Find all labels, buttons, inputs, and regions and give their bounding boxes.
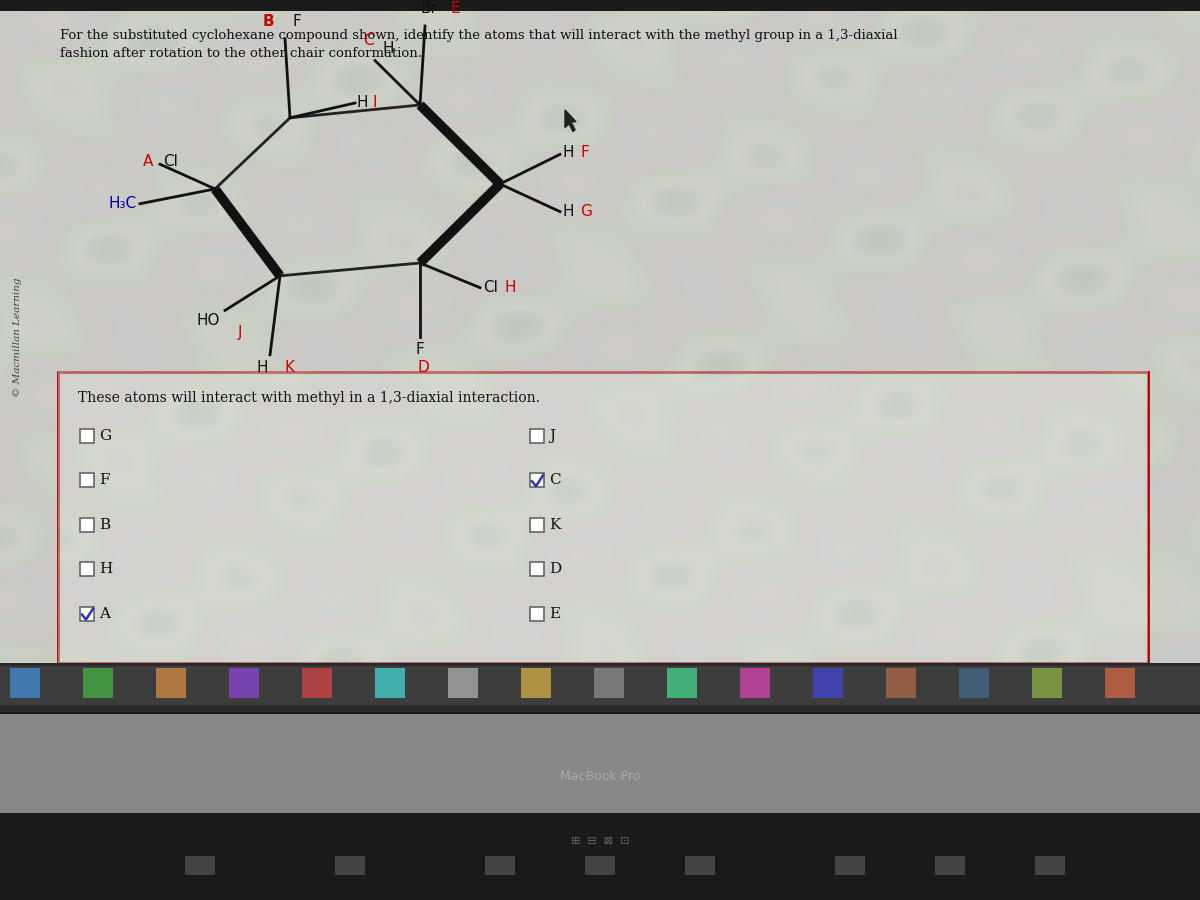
Text: These atoms will interact with methyl in a 1,3-diaxial interaction.: These atoms will interact with methyl in… <box>78 392 540 405</box>
Text: F: F <box>580 145 589 160</box>
Text: © Macmillan Learning: © Macmillan Learning <box>13 277 23 397</box>
Bar <box>586 856 616 876</box>
Text: F: F <box>292 14 301 29</box>
Bar <box>0 11 1200 663</box>
Polygon shape <box>0 11 1200 663</box>
Text: B: B <box>262 14 274 29</box>
Bar <box>594 668 624 698</box>
Text: H: H <box>505 280 516 295</box>
Text: J: J <box>238 325 242 340</box>
Bar <box>740 668 770 698</box>
Bar <box>156 668 186 698</box>
FancyBboxPatch shape <box>58 372 1148 663</box>
Text: A: A <box>98 607 110 621</box>
Bar <box>685 856 715 876</box>
Text: H: H <box>563 145 575 160</box>
Text: H: H <box>257 360 268 374</box>
Text: H: H <box>382 40 394 56</box>
Text: H: H <box>358 95 368 111</box>
Text: K: K <box>550 518 560 532</box>
Bar <box>814 668 842 698</box>
Bar <box>1105 668 1135 698</box>
Text: H: H <box>98 562 113 576</box>
Bar <box>959 668 989 698</box>
Bar <box>530 562 544 576</box>
Bar <box>0 715 1200 813</box>
Text: Cl: Cl <box>482 280 498 295</box>
Bar <box>335 856 365 876</box>
Text: C: C <box>362 32 373 48</box>
Text: fashion after rotation to the other chair conformation.: fashion after rotation to the other chai… <box>60 47 422 59</box>
Bar <box>0 663 1200 713</box>
Text: I: I <box>373 95 378 111</box>
Polygon shape <box>565 110 576 131</box>
Bar <box>80 518 94 532</box>
Bar <box>530 473 544 487</box>
Bar <box>485 856 515 876</box>
Text: MacBook Pro: MacBook Pro <box>560 770 640 783</box>
Bar <box>80 473 94 487</box>
Text: G: G <box>580 204 592 219</box>
Text: A: A <box>143 154 154 169</box>
Text: B: B <box>98 518 110 532</box>
Text: D: D <box>418 360 428 374</box>
Text: J: J <box>550 428 556 443</box>
Text: G: G <box>98 428 112 443</box>
Text: Cl: Cl <box>163 154 178 169</box>
Bar <box>185 856 215 876</box>
Bar <box>0 713 1200 900</box>
Bar <box>886 668 916 698</box>
Text: C: C <box>550 473 560 487</box>
Bar <box>374 668 406 698</box>
Text: For the substituted cyclohexane compound shown, identify the atoms that will int: For the substituted cyclohexane compound… <box>60 29 898 42</box>
Bar <box>229 668 259 698</box>
Bar <box>1032 668 1062 698</box>
Text: F: F <box>98 473 109 487</box>
Text: F: F <box>415 342 425 357</box>
Text: H₃C: H₃C <box>109 196 137 211</box>
Text: K: K <box>286 360 295 374</box>
Text: E: E <box>550 607 560 621</box>
Bar <box>80 429 94 443</box>
Text: ⊞  ⊟  ⊠  ⊡: ⊞ ⊟ ⊠ ⊡ <box>571 836 629 846</box>
Bar <box>835 856 865 876</box>
Bar <box>83 668 113 698</box>
Bar <box>80 562 94 576</box>
Bar <box>0 666 1200 706</box>
Bar <box>448 668 478 698</box>
Text: HO: HO <box>197 313 220 328</box>
Text: Br: Br <box>420 1 437 16</box>
Bar <box>1034 856 1066 876</box>
Text: D: D <box>550 562 562 576</box>
Bar <box>667 668 697 698</box>
Bar <box>530 518 544 532</box>
Bar <box>521 668 551 698</box>
Text: H: H <box>563 204 575 219</box>
Bar <box>530 607 544 620</box>
Bar <box>530 429 544 443</box>
Text: E: E <box>450 1 460 16</box>
Bar <box>935 856 965 876</box>
Bar <box>10 668 40 698</box>
Bar <box>302 668 332 698</box>
Bar <box>80 607 94 620</box>
